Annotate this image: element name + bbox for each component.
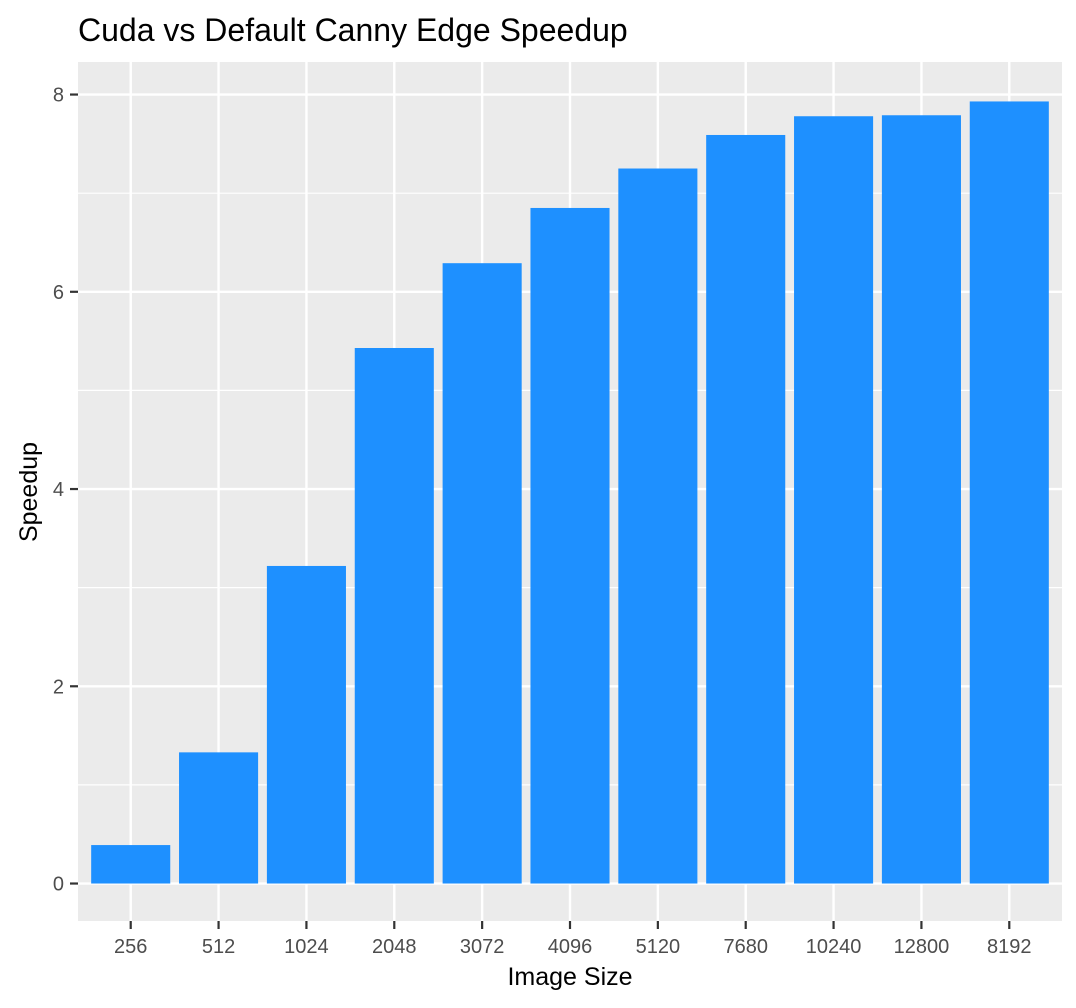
bar-8192 xyxy=(969,101,1049,884)
bar-3072 xyxy=(442,263,522,884)
bar-10240 xyxy=(794,116,874,884)
y-tick-label: 6 xyxy=(53,282,64,304)
y-axis-title: Speedup xyxy=(15,442,43,542)
x-tick-label: 2048 xyxy=(372,936,417,958)
x-tick-label: 12800 xyxy=(894,936,950,958)
bars xyxy=(91,101,1049,884)
x-axis: 256 512 1024 2048 3072 4096 5120 7680 10240 12800… xyxy=(114,921,1032,958)
x-tick-label: 4096 xyxy=(548,936,593,958)
x-tick-label: 10240 xyxy=(806,936,862,958)
y-axis: 0 2 4 6 8 xyxy=(53,85,78,896)
y-tick-label: 4 xyxy=(53,479,64,501)
bar-512 xyxy=(179,752,259,884)
bar-12800 xyxy=(881,115,961,884)
bar-7680 xyxy=(706,134,786,884)
bar-2048 xyxy=(354,348,434,884)
bar-4096 xyxy=(530,207,610,884)
x-tick-label: 8192 xyxy=(987,936,1032,958)
bar-5120 xyxy=(618,168,698,884)
x-tick-label: 7680 xyxy=(723,936,768,958)
x-axis-title: Image Size xyxy=(507,963,632,991)
x-tick-label: 256 xyxy=(114,936,147,958)
y-tick-label: 2 xyxy=(53,676,64,698)
x-tick-label: 1024 xyxy=(284,936,329,958)
x-tick-label: 3072 xyxy=(460,936,505,958)
bar-1024 xyxy=(266,565,346,884)
bar-256 xyxy=(91,845,171,884)
x-tick-label: 512 xyxy=(202,936,235,958)
y-tick-label: 0 xyxy=(53,874,64,896)
chart-title: Cuda vs Default Canny Edge Speedup xyxy=(78,12,628,48)
y-tick-label: 8 xyxy=(53,85,64,107)
x-tick-label: 5120 xyxy=(636,936,681,958)
